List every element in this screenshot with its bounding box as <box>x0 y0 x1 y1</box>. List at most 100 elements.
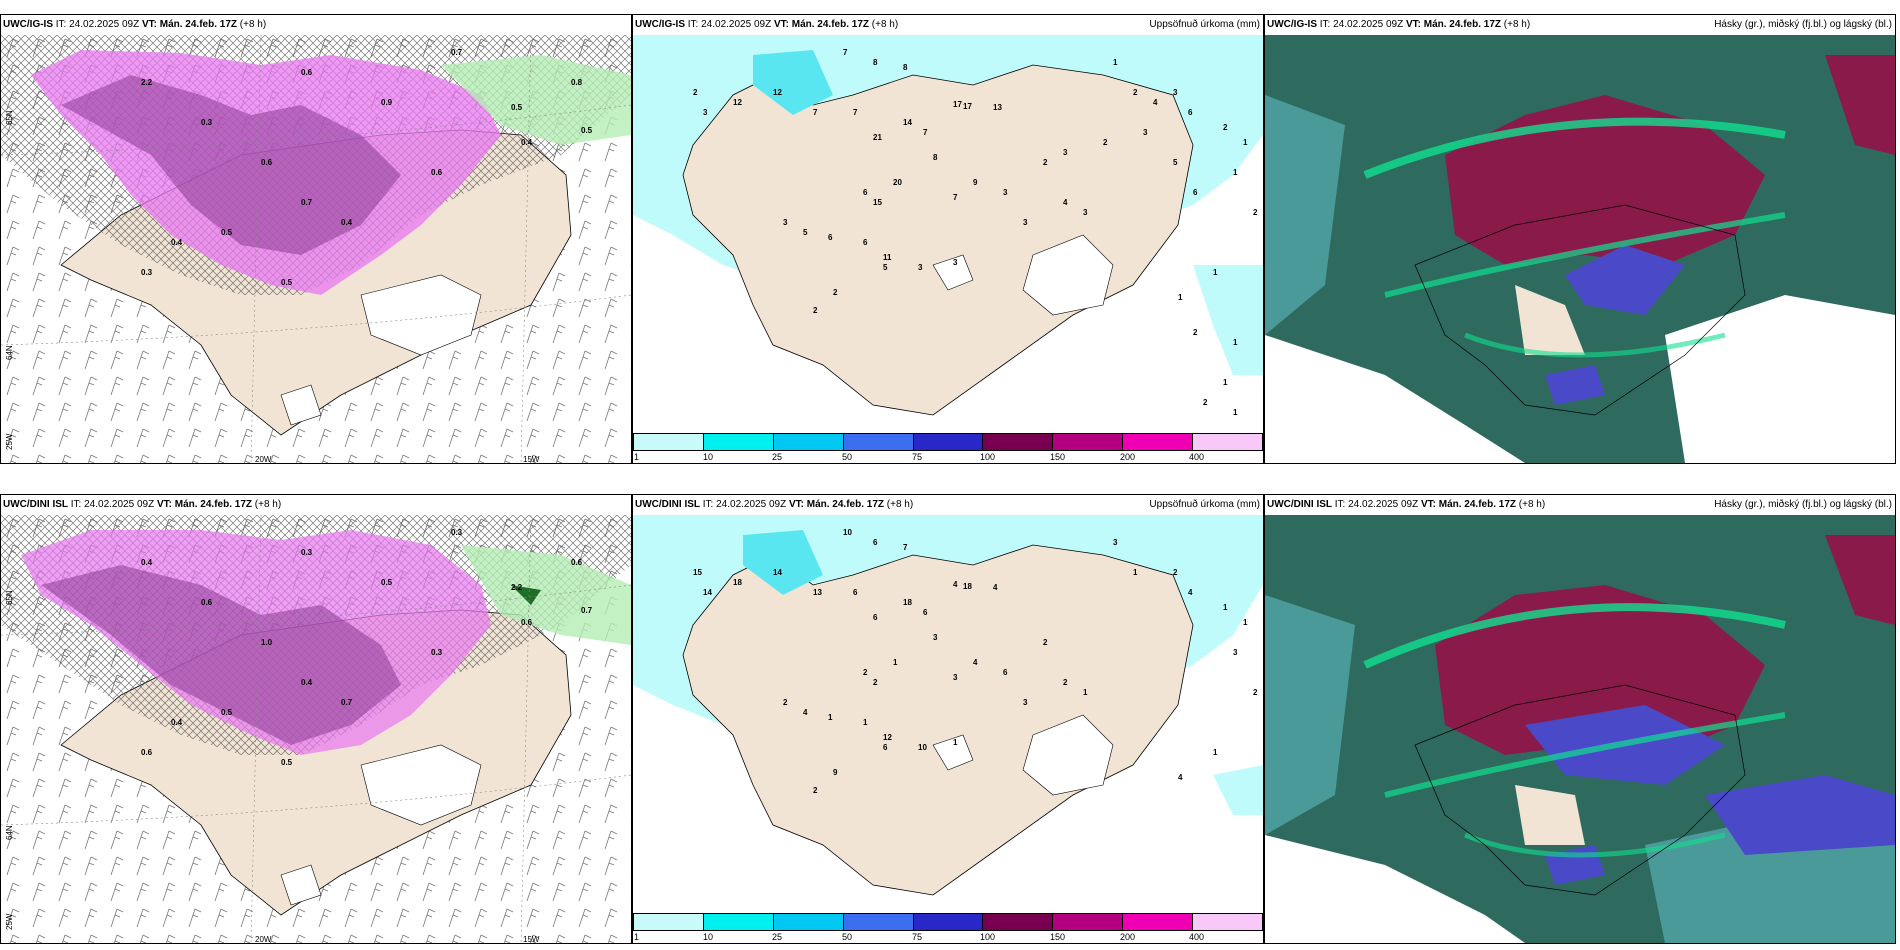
value-label: 14 <box>703 588 712 597</box>
value-label: 13 <box>993 103 1002 112</box>
value-label: 2 <box>1173 568 1178 577</box>
value-label: 0.5 <box>221 708 233 717</box>
panel-header: UWC/DINI ISL IT: 24.02.2025 09Z VT: Mán.… <box>633 495 1263 515</box>
value-label: 1 <box>1233 338 1238 347</box>
value-label: 9 <box>973 178 978 187</box>
value-label: 1 <box>1233 168 1238 177</box>
lon-label: 15W <box>523 935 540 944</box>
value-label: 0.5 <box>221 228 233 237</box>
value-label: 18 <box>903 598 912 607</box>
colorbar-tick: 10 <box>703 452 714 462</box>
colorbar-tick: 100 <box>980 452 996 462</box>
value-label: 2 <box>813 786 818 795</box>
value-label: 6 <box>1193 188 1198 197</box>
value-label: 12 <box>883 733 892 742</box>
value-label: 3 <box>703 108 708 117</box>
value-label: 6 <box>863 188 868 197</box>
lon-label: 20W <box>255 935 272 944</box>
value-label: 2 <box>833 288 838 297</box>
colorbar-cell <box>913 914 984 930</box>
value-label: 13 <box>813 588 822 597</box>
value-label: 3 <box>918 263 923 272</box>
cloud-mid-area <box>1435 585 1765 755</box>
value-label: 0.3 <box>431 648 443 657</box>
precip-value-labels: 0.3 0.3 2.2 0.6 0.4 0.7 0.6 0.6 0.5 1.0 0.4 0.5 0.7 0… <box>141 528 593 767</box>
value-label: 7 <box>903 543 908 552</box>
value-label: 1 <box>953 738 958 747</box>
value-label: 0.4 <box>341 218 353 227</box>
value-label: 2 <box>1253 208 1258 217</box>
value-label: 4 <box>993 583 998 592</box>
value-label: 15 <box>693 568 702 577</box>
value-label: 2 <box>1253 688 1258 697</box>
value-label: 0.5 <box>281 758 293 767</box>
panel-header: UWC/IG-IS IT: 24.02.2025 09Z VT: Mán. 24… <box>633 15 1263 35</box>
value-label: 2 <box>693 88 698 97</box>
panel-title: Uppsöfnuð úrkoma (mm) <box>1149 19 1260 30</box>
value-label: 0.4 <box>521 138 533 147</box>
value-label: 7 <box>923 128 928 137</box>
value-label: 0.4 <box>301 678 313 687</box>
value-label: 0.8 <box>571 78 583 87</box>
value-label: 0.5 <box>581 126 593 135</box>
cloud-map <box>1265 35 1895 463</box>
value-label: 0.4 <box>141 558 153 567</box>
panel-bottom-middle: UWC/DINI ISL IT: 24.02.2025 09Z VT: Mán.… <box>632 494 1264 944</box>
value-label: 7 <box>843 48 848 57</box>
value-label: 6 <box>828 233 833 242</box>
value-label: 4 <box>1188 588 1193 597</box>
value-label: 15 <box>873 198 882 207</box>
value-label: 0.3 <box>301 548 313 557</box>
value-label: 0.6 <box>521 618 533 627</box>
value-label: 1 <box>1223 603 1228 612</box>
colorbar-tick: 200 <box>1120 932 1136 942</box>
colorbar-cell <box>634 914 704 930</box>
cloud-map <box>1265 515 1895 943</box>
value-label: 2.2 <box>141 78 153 87</box>
value-label: 0.4 <box>171 238 183 247</box>
value-label: 0.3 <box>451 528 463 537</box>
value-label: 2 <box>1043 158 1048 167</box>
value-label: 1 <box>1178 293 1183 302</box>
value-label: 7 <box>813 108 818 117</box>
value-label: 6 <box>873 538 878 547</box>
colorbar-tick: 150 <box>1050 452 1066 462</box>
value-label: 2 <box>783 698 788 707</box>
iceland-landmass <box>682 544 1194 896</box>
value-label: 1 <box>1083 688 1088 697</box>
value-label: 1 <box>863 718 868 727</box>
value-label: 12 <box>773 88 782 97</box>
panel-bottom-right: UWC/DINI ISL IT: 24.02.2025 09Z VT: Mán.… <box>1264 494 1896 944</box>
panel-header: UWC/DINI ISL IT: 24.02.2025 09Z VT: Mán.… <box>3 499 282 510</box>
value-label: 17 <box>963 102 972 111</box>
value-label: 2.2 <box>511 583 523 592</box>
value-label: 5 <box>1173 158 1178 167</box>
value-label: 1 <box>1243 618 1248 627</box>
value-label: 0.3 <box>141 268 153 277</box>
colorbar: 1 10 25 50 75 100 150 200 400 <box>633 913 1263 943</box>
cloud-mid-area <box>1445 95 1765 265</box>
value-label: 6 <box>863 238 868 247</box>
colorbar-tick: 25 <box>772 932 783 942</box>
value-label: 0.6 <box>431 168 443 177</box>
colorbar-cell <box>1053 914 1124 930</box>
value-label: 0.7 <box>301 198 313 207</box>
wind-map: 0.6 0.7 0.5 0.8 2.2 0.5 0.4 0.3 0.9 0.6 0.7 0.5 0.4 0… <box>1 35 631 463</box>
colorbar-cell <box>1053 434 1124 450</box>
value-label: 5 <box>883 263 888 272</box>
value-label: 18 <box>963 582 972 591</box>
value-label: 6 <box>1003 668 1008 677</box>
lon-label: 15W <box>523 455 540 464</box>
value-label: 9 <box>833 768 838 777</box>
value-label: 2 <box>1063 678 1068 687</box>
value-label: 1.0 <box>261 638 273 647</box>
value-label: 1 <box>1213 748 1218 757</box>
value-label: 3 <box>1023 698 1028 707</box>
value-label: 0.4 <box>171 718 183 727</box>
colorbar-cell <box>913 434 984 450</box>
value-label: 8 <box>873 58 878 67</box>
value-label: 2 <box>1203 398 1208 407</box>
colorbar-cell <box>634 434 704 450</box>
value-label: 3 <box>933 633 938 642</box>
value-label: 0.5 <box>511 103 523 112</box>
